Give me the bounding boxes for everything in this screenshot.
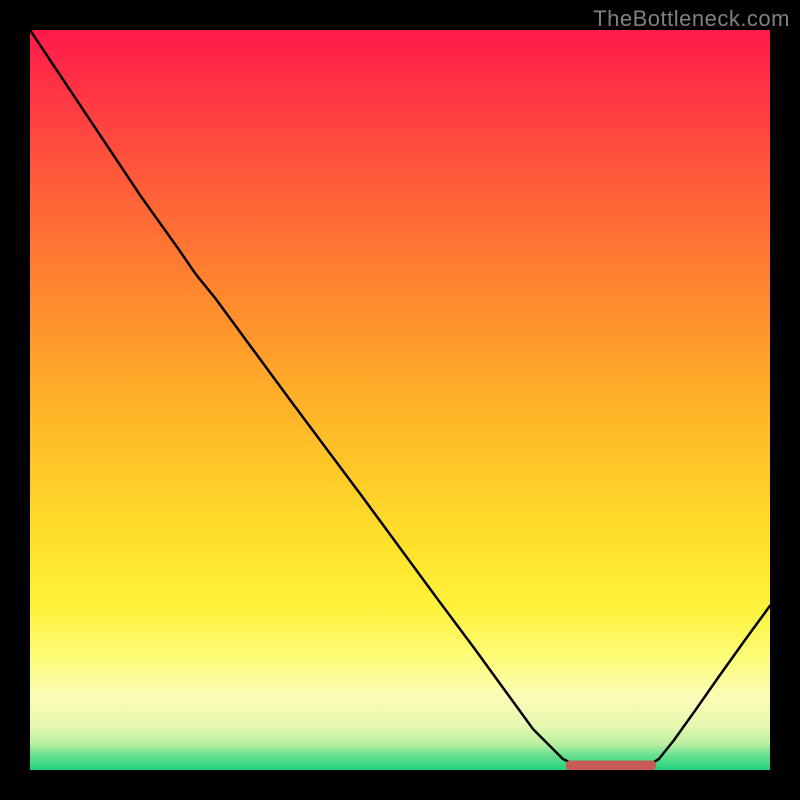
chart-svg <box>30 30 770 770</box>
chart-background <box>30 30 770 770</box>
chart-area <box>30 30 770 770</box>
watermark-text: TheBottleneck.com <box>593 6 790 32</box>
optimal-marker <box>567 761 656 770</box>
